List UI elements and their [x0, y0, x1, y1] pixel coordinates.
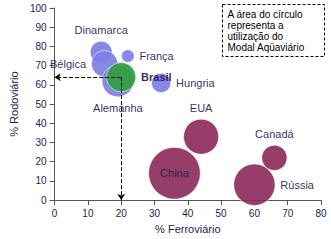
svg-text:0: 0: [41, 195, 47, 206]
svg-text:100: 100: [30, 3, 47, 14]
svg-text:França: França: [139, 50, 174, 62]
svg-text:70: 70: [35, 60, 47, 71]
svg-text:40: 40: [35, 118, 47, 129]
svg-text:EUA: EUA: [190, 102, 213, 114]
svg-text:Brasil: Brasil: [141, 71, 172, 83]
svg-text:70: 70: [282, 208, 294, 219]
svg-text:40: 40: [182, 208, 194, 219]
svg-text:10: 10: [82, 208, 94, 219]
svg-text:Bélgica: Bélgica: [50, 58, 87, 70]
svg-text:50: 50: [216, 208, 228, 219]
svg-text:Rússia: Rússia: [280, 179, 315, 191]
svg-text:20: 20: [116, 208, 128, 219]
svg-text:Hungria: Hungria: [176, 77, 215, 89]
svg-text:China: China: [160, 167, 190, 179]
svg-text:60: 60: [249, 208, 261, 219]
svg-text:Alemanha: Alemanha: [93, 102, 143, 114]
svg-text:20: 20: [35, 156, 47, 167]
svg-text:% Ferroviário: % Ferroviário: [155, 223, 220, 235]
svg-text:Modal Aqüaviário: Modal Aqüaviário: [228, 42, 305, 53]
svg-text:utilização do: utilização do: [228, 31, 286, 42]
svg-text:Canadá: Canadá: [255, 128, 294, 140]
svg-text:30: 30: [149, 208, 161, 219]
svg-text:30: 30: [35, 137, 47, 148]
svg-text:Dinamarca: Dinamarca: [75, 24, 129, 36]
svg-text:60: 60: [35, 79, 47, 90]
svg-text:A área do círculo: A área do círculo: [228, 9, 306, 20]
svg-text:80: 80: [35, 41, 47, 52]
svg-text:0: 0: [52, 208, 58, 219]
svg-text:% Rodoviário: % Rodoviário: [8, 71, 20, 136]
svg-text:10: 10: [35, 175, 47, 186]
svg-text:90: 90: [35, 22, 47, 33]
svg-text:50: 50: [35, 99, 47, 110]
svg-text:representa a: representa a: [228, 20, 287, 31]
svg-text:80: 80: [315, 208, 327, 219]
